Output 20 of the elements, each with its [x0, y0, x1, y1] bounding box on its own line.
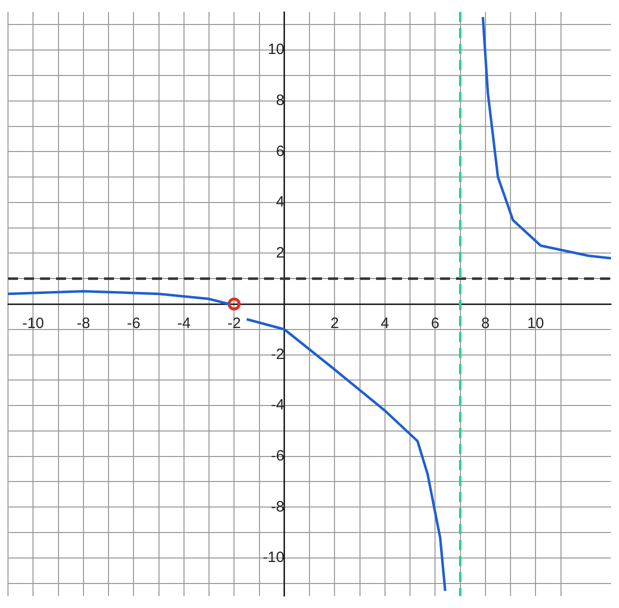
y-tick-label: -10 [262, 549, 284, 566]
y-tick-label: 2 [276, 244, 284, 262]
y-tick-label: -2 [271, 346, 284, 363]
x-tick-label: -8 [76, 315, 90, 332]
x-tick-label: -10 [22, 315, 44, 332]
x-tick-label: 8 [481, 315, 490, 332]
y-tick-label: -4 [271, 396, 284, 414]
x-tick-label: 10 [527, 315, 544, 332]
y-tick-label: 10 [268, 41, 284, 58]
y-tick-label: 4 [276, 194, 284, 211]
x-tick-label: 2 [330, 315, 339, 332]
x-tick-label: 4 [380, 315, 390, 332]
y-tick-label: -6 [271, 447, 284, 464]
y-tick-label: 8 [276, 92, 284, 110]
x-tick-label: -6 [126, 315, 140, 332]
x-tick-label: -4 [177, 315, 191, 332]
y-tick-label: -8 [271, 498, 284, 516]
x-tick-label: -2 [227, 315, 241, 332]
y-tick-label: 6 [276, 142, 284, 160]
x-tick-label: 6 [430, 315, 440, 332]
